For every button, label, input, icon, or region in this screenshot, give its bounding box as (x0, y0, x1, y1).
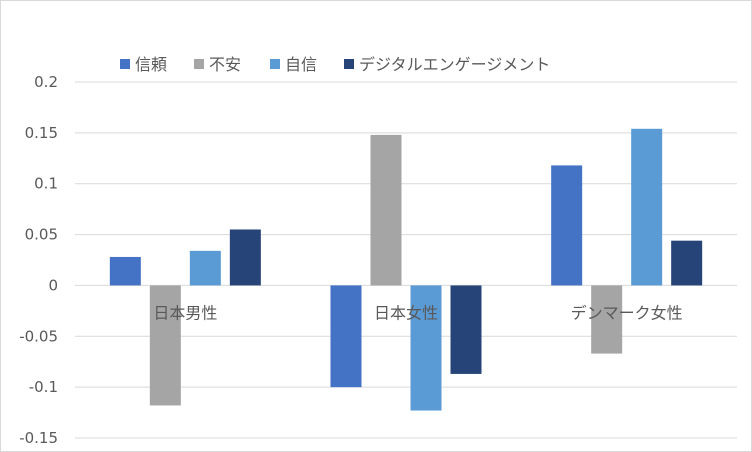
legend-label: 自信 (285, 55, 317, 74)
legend: 信頼 不安 自信 デジタルエンゲージメント (120, 55, 550, 74)
bar-3-2 (410, 285, 442, 411)
bar-4-3 (671, 240, 703, 286)
legend-swatch (344, 59, 354, 69)
y-tick-label: 0.05 (25, 226, 58, 244)
legend-swatch (270, 59, 280, 69)
gridlines (75, 81, 737, 439)
y-tick-label: 0.2 (34, 73, 58, 91)
bar-1-2 (330, 285, 362, 388)
legend-swatch (120, 59, 130, 69)
bars (109, 128, 703, 411)
y-axis-tick-labels: 0.2 0.15 0.1 0.05 0 -0.05 -0.1 -0.15 (19, 73, 58, 447)
category-label: デンマーク女性 (571, 303, 683, 322)
legend-swatch (194, 59, 204, 69)
bar-4-1 (229, 229, 261, 286)
category-label: 日本女性 (374, 303, 438, 322)
bar-2-2 (370, 134, 402, 286)
y-tick-label: 0 (48, 276, 58, 294)
legend-label: デジタルエンゲージメント (359, 55, 550, 74)
category-labels: 日本男性 日本女性 デンマーク女性 (153, 303, 682, 322)
y-tick-label: -0.15 (19, 429, 58, 447)
bar-1-3 (551, 165, 583, 286)
y-tick-label: -0.1 (29, 378, 58, 396)
bar-3-3 (631, 128, 663, 286)
bar-2-3 (591, 285, 623, 354)
bar-4-2 (450, 285, 482, 374)
y-tick-label: 0.1 (34, 175, 58, 193)
bar-1-1 (109, 256, 141, 286)
legend-label: 不安 (209, 55, 241, 74)
y-tick-label: 0.15 (25, 124, 58, 142)
category-label: 日本男性 (153, 303, 217, 322)
bar-2-1 (149, 285, 181, 406)
y-tick-label: -0.05 (19, 327, 58, 345)
bar-3-1 (189, 250, 221, 286)
legend-label: 信頼 (135, 55, 167, 74)
